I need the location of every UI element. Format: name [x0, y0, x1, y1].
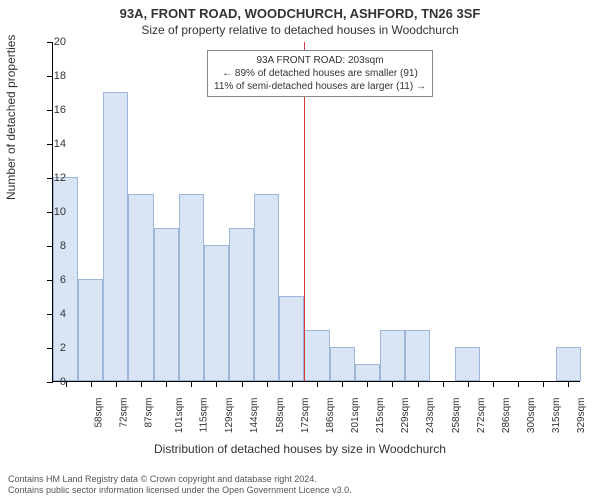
chart-container: 93A, FRONT ROAD, WOODCHURCH, ASHFORD, TN… [0, 0, 600, 500]
x-tick-label: 115sqm [198, 398, 209, 433]
y-tick-label: 0 [38, 376, 66, 388]
x-tick [543, 381, 544, 387]
y-tick-label: 10 [38, 206, 66, 218]
x-tick [443, 381, 444, 387]
x-tick-label: 72sqm [118, 398, 129, 428]
title-main: 93A, FRONT ROAD, WOODCHURCH, ASHFORD, TN… [0, 0, 600, 21]
x-tick [392, 381, 393, 387]
x-tick-label: 329sqm [576, 398, 587, 434]
histogram-bar [355, 364, 380, 381]
x-tick [518, 381, 519, 387]
x-tick-label: 300sqm [526, 398, 537, 434]
y-tick-label: 14 [38, 138, 66, 150]
x-tick-label: 215sqm [375, 398, 386, 434]
histogram-bar [179, 194, 204, 381]
histogram-bar [128, 194, 153, 381]
x-tick [317, 381, 318, 387]
y-tick-label: 4 [38, 308, 66, 320]
x-tick-label: 258sqm [451, 398, 462, 434]
histogram-bar [78, 279, 103, 381]
x-tick [468, 381, 469, 387]
histogram-bar [455, 347, 480, 381]
x-tick [141, 381, 142, 387]
x-tick [493, 381, 494, 387]
x-axis-label: Distribution of detached houses by size … [0, 442, 600, 456]
x-tick-label: 243sqm [426, 398, 437, 434]
histogram-bar [279, 296, 304, 381]
y-tick-label: 6 [38, 274, 66, 286]
annotation-line1: 93A FRONT ROAD: 203sqm [214, 54, 426, 67]
histogram-bar [229, 228, 254, 381]
x-tick-label: 286sqm [501, 398, 512, 434]
x-tick-label: 201sqm [350, 398, 361, 434]
x-tick [367, 381, 368, 387]
x-tick-label: 144sqm [250, 398, 261, 434]
x-tick [342, 381, 343, 387]
footer-line1: Contains HM Land Registry data © Crown c… [8, 474, 352, 485]
x-tick-label: 129sqm [224, 398, 235, 434]
y-tick-label: 12 [38, 172, 66, 184]
histogram-bar [154, 228, 179, 381]
y-tick-label: 20 [38, 36, 66, 48]
y-tick-label: 8 [38, 240, 66, 252]
x-tick-label: 101sqm [174, 398, 185, 434]
title-sub: Size of property relative to detached ho… [0, 21, 600, 41]
footer-line2: Contains public sector information licen… [8, 485, 352, 496]
histogram-bar [556, 347, 581, 381]
x-tick-label: 186sqm [325, 398, 336, 434]
x-tick [166, 381, 167, 387]
x-tick [568, 381, 569, 387]
x-tick-label: 229sqm [400, 398, 411, 434]
x-tick [216, 381, 217, 387]
histogram-bar [103, 92, 128, 381]
histogram-bar [330, 347, 355, 381]
histogram-bar [254, 194, 279, 381]
annotation-line3: 11% of semi-detached houses are larger (… [214, 80, 426, 93]
histogram-bar [380, 330, 405, 381]
histogram-bar [204, 245, 229, 381]
x-tick [418, 381, 419, 387]
x-tick [242, 381, 243, 387]
footer-credits: Contains HM Land Registry data © Crown c… [8, 474, 352, 497]
x-tick-label: 272sqm [476, 398, 487, 434]
histogram-bar [304, 330, 329, 381]
x-tick-label: 87sqm [143, 398, 154, 428]
x-tick [91, 381, 92, 387]
x-tick-label: 172sqm [300, 398, 311, 434]
y-tick-label: 18 [38, 70, 66, 82]
x-tick [267, 381, 268, 387]
histogram-bar [405, 330, 430, 381]
x-tick [191, 381, 192, 387]
chart-area: 93A FRONT ROAD: 203sqm ← 89% of detached… [52, 42, 580, 382]
y-axis-label: Number of detached properties [4, 35, 18, 200]
x-tick [292, 381, 293, 387]
x-tick [116, 381, 117, 387]
x-tick-label: 315sqm [551, 398, 562, 434]
x-tick-label: 158sqm [275, 398, 286, 434]
x-tick-label: 58sqm [93, 398, 104, 428]
y-tick-label: 16 [38, 104, 66, 116]
y-tick-label: 2 [38, 342, 66, 354]
annotation-line2: ← 89% of detached houses are smaller (91… [214, 67, 426, 80]
annotation-box: 93A FRONT ROAD: 203sqm ← 89% of detached… [207, 50, 433, 97]
